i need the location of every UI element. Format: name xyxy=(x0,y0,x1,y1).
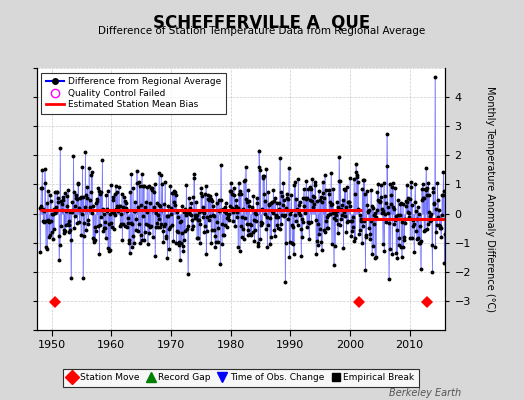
Text: Berkeley Earth: Berkeley Earth xyxy=(389,388,461,398)
Text: Difference of Station Temperature Data from Regional Average: Difference of Station Temperature Data f… xyxy=(99,26,425,36)
Legend: Station Move, Record Gap, Time of Obs. Change, Empirical Break: Station Move, Record Gap, Time of Obs. C… xyxy=(63,369,419,387)
Y-axis label: Monthly Temperature Anomaly Difference (°C): Monthly Temperature Anomaly Difference (… xyxy=(485,86,495,312)
Legend: Difference from Regional Average, Quality Control Failed, Estimated Station Mean: Difference from Regional Average, Qualit… xyxy=(41,72,226,114)
Text: SCHEFFERVILLE A  QUE: SCHEFFERVILLE A QUE xyxy=(154,14,370,32)
